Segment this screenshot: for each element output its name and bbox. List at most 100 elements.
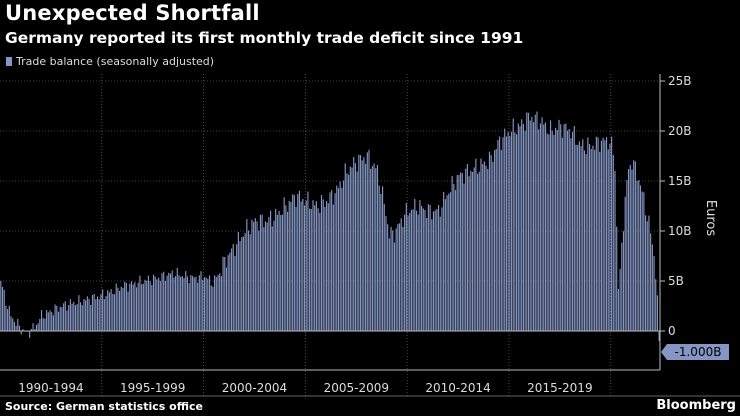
bar — [332, 204, 334, 331]
bar — [134, 282, 136, 331]
bar — [271, 226, 273, 331]
bar — [633, 160, 635, 331]
bar — [68, 304, 70, 331]
bar — [592, 145, 594, 331]
bar — [354, 163, 356, 331]
x-period-label: 2000-2004 — [222, 381, 287, 395]
bar — [590, 148, 592, 331]
bar — [302, 199, 304, 331]
bar — [54, 304, 56, 331]
bar — [310, 208, 312, 331]
bar — [113, 294, 116, 331]
bar — [95, 299, 97, 331]
bar — [207, 278, 209, 331]
bar — [261, 214, 263, 331]
bar — [524, 130, 526, 331]
bar — [300, 201, 302, 331]
bar — [604, 140, 606, 331]
bar — [144, 279, 146, 331]
bar — [20, 331, 22, 335]
bar — [658, 331, 660, 341]
bar — [570, 138, 572, 331]
bar — [558, 119, 560, 331]
bar — [322, 199, 324, 331]
bar — [124, 281, 126, 331]
bar — [415, 210, 418, 331]
bar — [410, 209, 412, 331]
bar — [429, 204, 431, 331]
bar — [449, 192, 452, 331]
bar — [69, 299, 71, 331]
bar — [100, 294, 102, 331]
bar — [560, 124, 562, 331]
bar — [585, 154, 587, 331]
bar — [594, 149, 596, 331]
bar — [44, 318, 46, 331]
legend-label: Trade balance (seasonally adjusted) — [16, 55, 215, 68]
bar — [427, 204, 429, 331]
bar — [544, 122, 547, 331]
bar — [315, 201, 317, 331]
chart-title: Unexpected Shortfall — [5, 1, 260, 25]
bar — [487, 168, 489, 331]
bar — [514, 132, 516, 331]
bar — [575, 144, 577, 331]
bar — [324, 206, 326, 331]
bar — [395, 228, 397, 331]
bar — [117, 287, 119, 331]
bar — [359, 155, 362, 331]
callout-pointer — [661, 344, 667, 360]
bar — [64, 301, 66, 331]
bar — [110, 289, 112, 331]
bar — [402, 226, 404, 331]
bar — [312, 200, 314, 331]
bar — [129, 283, 131, 331]
bar — [521, 119, 523, 332]
bar — [361, 160, 363, 331]
bar — [46, 310, 48, 331]
bar — [342, 180, 345, 331]
bar — [96, 296, 99, 331]
bar — [507, 132, 509, 331]
bar — [531, 116, 533, 331]
bar — [98, 299, 100, 331]
bar — [164, 280, 166, 331]
bar — [626, 180, 628, 331]
x-period-label: 2010-2014 — [425, 381, 490, 395]
bar — [3, 289, 5, 331]
bar — [588, 144, 591, 331]
bar — [85, 300, 87, 331]
bar — [556, 129, 558, 331]
bar — [63, 303, 65, 331]
bar — [421, 205, 423, 331]
bar — [86, 296, 88, 331]
bar — [297, 194, 299, 331]
bar — [186, 276, 189, 331]
bar — [639, 185, 642, 331]
y-tick-label: 0 — [668, 324, 676, 338]
bar — [125, 282, 127, 331]
bar — [443, 191, 445, 331]
bar — [648, 215, 650, 331]
bar — [638, 180, 640, 331]
bar — [393, 242, 396, 331]
bar — [295, 206, 297, 331]
bar — [59, 306, 61, 331]
bar — [534, 114, 536, 331]
bar — [526, 112, 528, 331]
bar — [119, 290, 121, 331]
bar — [122, 287, 124, 331]
bar — [246, 219, 248, 331]
bar — [130, 281, 133, 331]
bar — [644, 215, 647, 331]
bar — [79, 302, 82, 331]
bar — [137, 282, 139, 331]
bar — [37, 323, 39, 331]
bar — [309, 208, 311, 331]
bar — [466, 164, 468, 331]
bar — [431, 219, 433, 331]
bar — [103, 298, 105, 331]
bar — [32, 323, 34, 331]
bar — [622, 231, 625, 331]
bar — [73, 301, 75, 331]
